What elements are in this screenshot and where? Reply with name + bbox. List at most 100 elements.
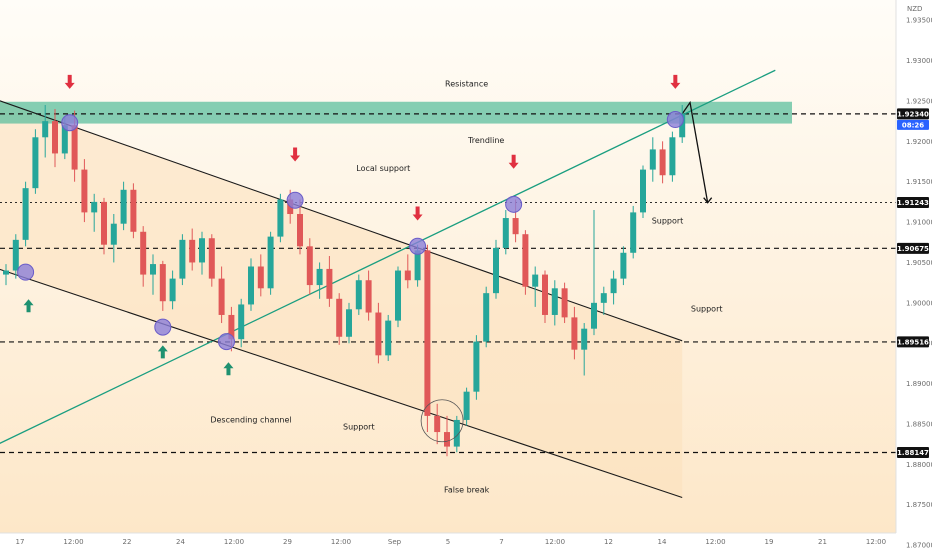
candle-body[interactable] [159,264,166,302]
price-axis-panel[interactable] [896,0,932,550]
price-tick-label: 1.89000 [906,380,932,388]
candle-body[interactable] [22,188,29,240]
candle-body[interactable] [542,274,548,315]
candle-body[interactable] [385,320,392,356]
touch-point-circle [61,114,79,132]
down-arrow-icon [670,74,681,89]
candle-body[interactable] [277,199,284,237]
candle-body[interactable] [238,304,245,340]
candle-body[interactable] [199,238,205,263]
candle-body[interactable] [561,288,568,318]
annotation-label: Support [343,423,375,432]
level-price-badge-label: 1.91243 [897,199,929,207]
candle-body[interactable] [355,280,362,310]
candle-body[interactable] [649,149,656,170]
candle-body[interactable] [522,234,529,287]
time-tick-label: 12:00 [545,538,565,546]
price-tick-label: 1.88000 [906,461,932,469]
candle-body[interactable] [444,432,450,447]
candle-body[interactable] [630,212,637,253]
price-tick-label: 1.87500 [906,501,932,509]
forecast-line[interactable] [681,100,709,203]
candle-body[interactable] [434,415,441,433]
level-price-badge-label: 1.90675 [897,245,929,253]
annotation-label: Resistance [445,79,488,88]
candle-body[interactable] [189,239,196,263]
annotation-label: Support [652,217,684,226]
candle-body[interactable] [375,312,382,356]
candle-body[interactable] [150,264,156,275]
candle-body[interactable] [395,270,401,321]
candle-body[interactable] [502,218,509,248]
candle-body[interactable] [267,236,274,289]
candle-body[interactable] [414,250,421,281]
candle-body[interactable] [218,278,225,315]
candle-body[interactable] [473,341,480,392]
candle-body[interactable] [42,121,49,138]
trendline-line[interactable] [0,69,776,450]
candle-body[interactable] [297,214,303,247]
candle-body[interactable] [669,137,676,176]
time-tick-label: 22 [123,538,132,546]
candle-body[interactable] [179,239,186,279]
candle-body[interactable] [404,270,411,281]
candle-body[interactable] [140,231,147,275]
candle-body[interactable] [61,125,68,154]
time-tick-label: 24 [176,538,185,546]
candle-body[interactable] [453,419,460,447]
time-axis-panel[interactable] [0,533,896,550]
candle-body[interactable] [32,137,39,189]
touch-point-circle [218,333,235,351]
touch-point-circle [154,318,172,336]
level-price-badge-label: 1.92340 [897,110,929,118]
candle-body[interactable] [316,268,323,286]
level-price-badge [897,108,929,120]
candle-body[interactable] [130,189,137,232]
time-tick-label: 12:00 [63,538,83,546]
candle-body[interactable] [3,270,9,275]
candle-body[interactable] [306,246,313,286]
candle-body[interactable] [326,268,333,299]
candle-body[interactable] [493,247,499,294]
candle-body[interactable] [620,252,627,279]
countdown-badge [897,119,929,130]
channel-lower-line[interactable] [0,265,683,498]
candle-body[interactable] [571,317,578,350]
candle-body[interactable] [424,250,431,416]
candle-body[interactable] [228,314,235,340]
candle-body[interactable] [257,266,264,289]
candle-body[interactable] [52,121,58,154]
candle-body[interactable] [169,278,176,302]
price-tick-label: 1.87000 [906,542,932,550]
touch-point-circle [666,111,684,129]
candle-body[interactable] [600,293,607,303]
candle-body[interactable] [463,391,470,420]
candle-body[interactable] [101,201,107,245]
candle-body[interactable] [532,274,539,287]
candle-body[interactable] [346,309,352,337]
candle-body[interactable] [12,239,19,271]
candle-body[interactable] [208,238,215,279]
candle-body[interactable] [591,302,597,329]
candle-body[interactable] [71,125,78,170]
price-tick-label: 1.91000 [906,219,932,227]
candle-body[interactable] [110,223,117,245]
candle-body[interactable] [120,189,127,224]
time-tick-label: 12:00 [224,538,244,546]
candle-body[interactable] [483,293,490,342]
candle-body[interactable] [659,149,666,176]
candle-body[interactable] [581,328,588,350]
candle-body[interactable] [640,169,646,213]
candle-body[interactable] [91,201,98,213]
candle-body[interactable] [551,288,558,315]
candle-body[interactable] [336,298,343,337]
touch-point-circle [286,191,304,209]
time-tick-label: Sep [388,538,402,546]
candle-body[interactable] [679,113,686,138]
candle-body[interactable] [512,218,519,235]
candle-body[interactable] [81,169,88,213]
candle-body[interactable] [248,266,254,305]
candle-body[interactable] [365,280,372,313]
candle-body[interactable] [610,278,617,294]
